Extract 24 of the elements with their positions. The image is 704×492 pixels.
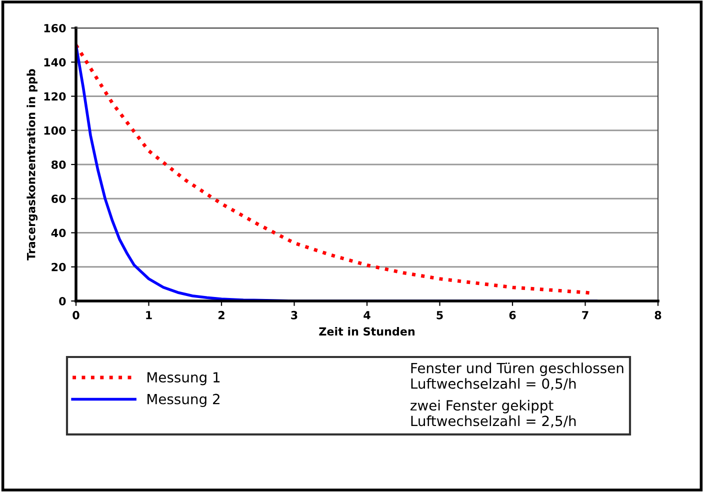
x-tick-label: 1 bbox=[146, 311, 152, 320]
x-tick-label: 5 bbox=[436, 311, 443, 320]
x-tick-label: 0 bbox=[72, 310, 80, 320]
y-tick-label: 100 bbox=[44, 126, 66, 135]
y-axis-title: Tracergaskonzentration in ppb bbox=[26, 69, 38, 260]
y-tick-label: 80 bbox=[51, 160, 66, 169]
y-tick-label: 40 bbox=[51, 228, 66, 238]
x-tick-label: 8 bbox=[654, 310, 662, 320]
text: zwei Fenster gekippt Luftwechselzahl = 2,5/h bbox=[410, 400, 576, 428]
text: Fenster und Türen geschlossen Luftwechselzahl = 0,5/h bbox=[411, 362, 624, 390]
y-tick-label: 120 bbox=[44, 92, 66, 101]
x-tick-label: 4 bbox=[364, 311, 370, 320]
y-tick-label: 0 bbox=[59, 296, 66, 306]
x-tick-label: 6 bbox=[509, 310, 516, 320]
y-tick-label: 160 bbox=[44, 24, 66, 32]
x-tick-label: 7 bbox=[582, 311, 588, 320]
y-tick-label: 20 bbox=[52, 262, 66, 272]
x-tick-label: 2 bbox=[218, 310, 224, 320]
y-tick-label: 60 bbox=[52, 194, 66, 204]
y-tick-label: 140 bbox=[44, 58, 66, 67]
x-tick-label: 3 bbox=[291, 310, 298, 320]
legend-label: Messung 1 bbox=[148, 372, 220, 386]
x-axis-title: Zeit in Stunden bbox=[319, 327, 414, 336]
legend-label: Messung 2 bbox=[148, 394, 220, 407]
